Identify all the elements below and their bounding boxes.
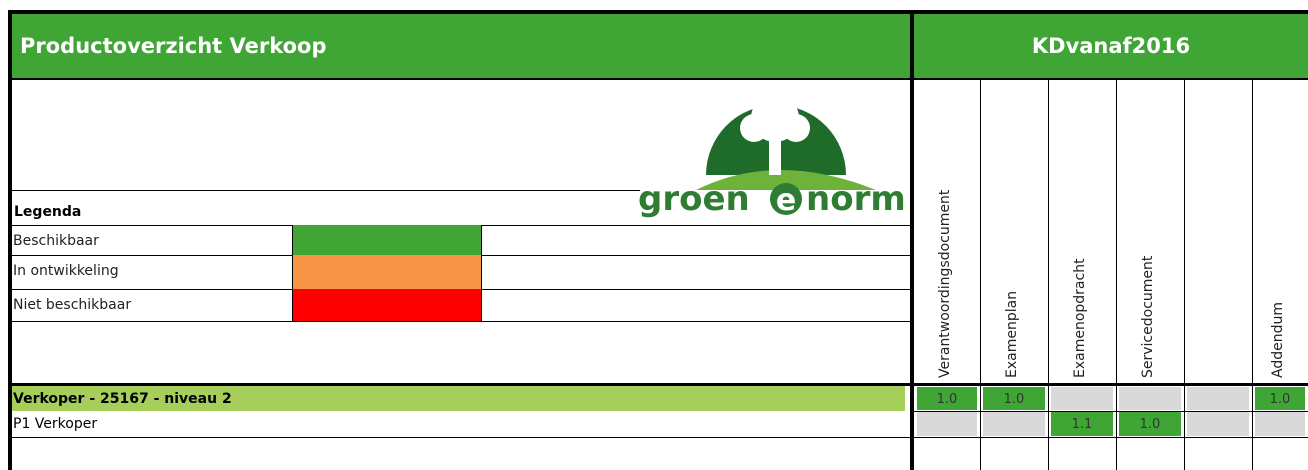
logo-text: e (776, 183, 796, 218)
column-line (1252, 80, 1253, 470)
rule (481, 255, 482, 289)
rule (481, 225, 482, 255)
column-header: Examenplan (1004, 290, 1020, 378)
rule (292, 289, 293, 321)
logo-text: norm (806, 179, 906, 219)
border (910, 10, 914, 470)
rule (481, 289, 482, 321)
rule (292, 225, 293, 255)
logo-text: groen (638, 179, 750, 219)
status-cell (1187, 387, 1249, 410)
rule (12, 321, 910, 322)
border (8, 10, 1308, 14)
status-cell: 1.0 (1255, 387, 1305, 410)
rule (292, 255, 293, 289)
legend-label: Beschikbaar (13, 233, 99, 249)
status-cell: 1.1 (1051, 412, 1113, 436)
header-bar (12, 14, 1308, 78)
row-label: P1 Verkoper (13, 416, 98, 432)
legend-title: Legenda (14, 204, 82, 220)
column-line (1184, 80, 1185, 470)
row-label: Verkoper - 25167 - niveau 2 (13, 391, 232, 407)
kd-title: KDvanaf2016 (1031, 34, 1191, 58)
column-line (1048, 80, 1049, 470)
status-cell (1119, 387, 1181, 410)
legend-swatch (292, 255, 482, 289)
legend-label: Niet beschikbaar (13, 297, 132, 313)
column-line (1116, 80, 1117, 470)
rule (12, 190, 640, 191)
rule (12, 437, 1308, 438)
column-header: Servicedocument (1140, 255, 1156, 378)
logo: groen e norm (638, 94, 906, 219)
legend-swatch (292, 225, 482, 255)
status-cell: 1.0 (917, 387, 977, 410)
status-cell (917, 412, 977, 436)
status-cell (1187, 412, 1249, 436)
status-cell (1255, 412, 1305, 436)
border (12, 78, 1308, 80)
legend-swatch (292, 289, 482, 321)
status-cell: 1.0 (983, 387, 1045, 410)
status-cell (1051, 387, 1113, 410)
column-header: Examenopdracht (1072, 258, 1088, 378)
row-band (12, 386, 905, 411)
border (12, 383, 1308, 386)
title: Productoverzicht Verkoop (20, 34, 327, 58)
status-cell (983, 412, 1045, 436)
row-band (12, 411, 910, 437)
column-header: Addendum (1270, 302, 1286, 378)
border (8, 10, 12, 470)
column-line (980, 80, 981, 470)
status-cell: 1.0 (1119, 412, 1181, 436)
column-header: Verantwoordingsdocument (937, 189, 953, 378)
legend-label: In ontwikkeling (13, 263, 119, 279)
